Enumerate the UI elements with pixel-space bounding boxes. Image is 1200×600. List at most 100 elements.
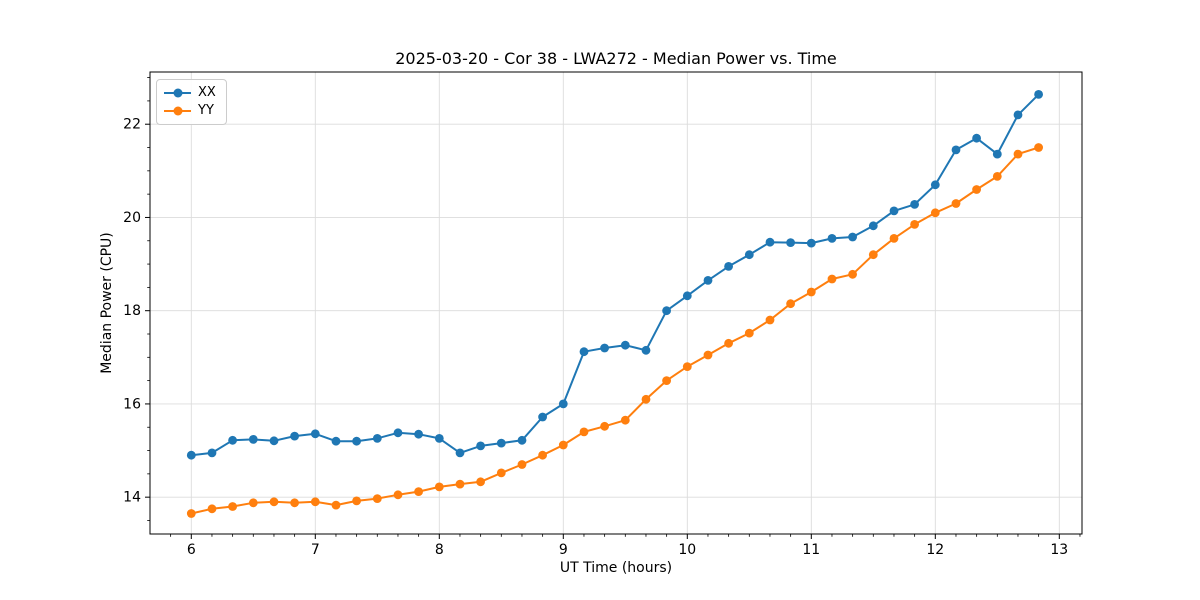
data-point-YY: [951, 199, 961, 208]
data-point-YY: [538, 450, 547, 460]
legend-line-marker-yy-icon: [164, 105, 191, 117]
data-point-XX: [207, 448, 217, 458]
data-point-XX: [600, 343, 609, 353]
data-point-YY: [228, 502, 238, 511]
data-point-XX: [517, 435, 527, 445]
data-point-XX: [228, 435, 238, 445]
data-point-YY: [290, 498, 299, 508]
data-point-YY: [434, 482, 444, 492]
legend-label-yy: YY: [198, 103, 214, 118]
data-point-XX: [641, 345, 651, 355]
data-point-YY: [910, 220, 919, 229]
data-point-YY: [1034, 143, 1043, 152]
legend: XX YY: [156, 79, 227, 125]
data-point-YY: [476, 477, 485, 487]
series-YY-markers: [186, 143, 1043, 518]
data-point-XX: [331, 436, 341, 446]
data-point-XX: [1034, 90, 1043, 99]
data-point-XX: [724, 262, 733, 271]
data-point-YY: [889, 234, 899, 243]
major-ticks: [145, 123, 1060, 539]
plot-frame: [149, 71, 1083, 535]
y-tick-label-16: 16: [123, 396, 141, 412]
data-point-YY: [600, 421, 609, 431]
data-point-XX: [806, 238, 816, 248]
data-point-XX: [414, 429, 423, 439]
y-tick-label-20: 20: [123, 210, 141, 226]
data-point-XX: [848, 232, 857, 242]
y-axis-label: Median Power (CPU): [99, 232, 115, 374]
y-tick-label-14: 14: [123, 490, 141, 506]
legend-label-xx: XX: [198, 85, 216, 100]
data-point-XX: [620, 340, 630, 350]
data-point-XX: [972, 133, 981, 143]
x-axis-label: UT Time (hours): [559, 560, 673, 576]
data-point-YY: [352, 496, 361, 506]
data-point-XX: [310, 429, 320, 439]
data-point-YY: [703, 350, 713, 360]
x-tick-label-6: 6: [187, 542, 196, 558]
data-point-XX: [290, 431, 299, 441]
data-point-YY: [517, 460, 527, 469]
x-tick-label-10: 10: [678, 542, 696, 558]
x-tick-label-13: 13: [1050, 542, 1068, 558]
data-point-XX: [889, 206, 899, 216]
data-point-YY: [786, 299, 795, 309]
data-point-YY: [992, 172, 1002, 181]
data-point-XX: [455, 448, 465, 458]
tick-labels: 6 7 8 9 10 11 12 13 14 16 18 20 22: [123, 117, 1068, 558]
data-point-YY: [682, 362, 692, 371]
x-tick-label-9: 9: [559, 542, 568, 558]
gridlines: [150, 72, 1082, 534]
data-point-XX: [538, 412, 547, 422]
data-point-YY: [207, 504, 217, 514]
data-point-XX: [682, 291, 692, 301]
x-tick-label-12: 12: [926, 542, 944, 558]
series-XX-markers: [186, 90, 1043, 460]
data-point-YY: [579, 427, 589, 437]
data-point-XX: [372, 434, 382, 443]
data-point-XX: [558, 399, 568, 409]
x-tick-label-7: 7: [311, 542, 320, 558]
x-tick-label-8: 8: [435, 542, 444, 558]
legend-item-yy: YY: [164, 102, 220, 120]
data-point-YY: [186, 509, 196, 518]
data-point-XX: [393, 428, 403, 438]
data-point-XX: [868, 221, 878, 231]
data-point-YY: [393, 490, 403, 500]
data-point-YY: [331, 500, 341, 510]
data-point-YY: [827, 274, 837, 284]
chart-title: 2025-03-20 - Cor 38 - LWA272 - Median Po…: [395, 49, 837, 68]
data-point-XX: [951, 145, 961, 155]
data-point-XX: [910, 200, 919, 209]
data-point-YY: [620, 415, 630, 425]
data-point-YY: [744, 328, 754, 338]
data-point-XX: [476, 441, 485, 451]
legend-item-xx: XX: [164, 84, 220, 102]
data-point-YY: [641, 394, 651, 404]
data-point-XX: [930, 180, 940, 190]
data-point-XX: [744, 250, 754, 260]
data-point-XX: [496, 438, 506, 448]
data-point-YY: [558, 440, 568, 450]
data-point-YY: [269, 497, 279, 507]
y-tick-label-18: 18: [123, 303, 141, 319]
data-point-YY: [455, 479, 465, 489]
plot-area: [150, 72, 1082, 534]
data-point-YY: [972, 185, 981, 194]
data-point-YY: [310, 497, 320, 507]
data-point-YY: [765, 315, 775, 325]
y-tick-label-22: 22: [123, 117, 141, 133]
legend-dot-xx-icon: [173, 88, 182, 98]
data-point-YY: [662, 376, 671, 385]
data-point-XX: [765, 237, 775, 247]
data-point-YY: [724, 338, 733, 348]
data-point-YY: [414, 487, 423, 496]
data-point-XX: [186, 450, 196, 460]
data-point-XX: [662, 306, 671, 316]
data-point-XX: [703, 276, 713, 285]
data-point-XX: [992, 149, 1002, 159]
data-point-YY: [848, 269, 857, 279]
